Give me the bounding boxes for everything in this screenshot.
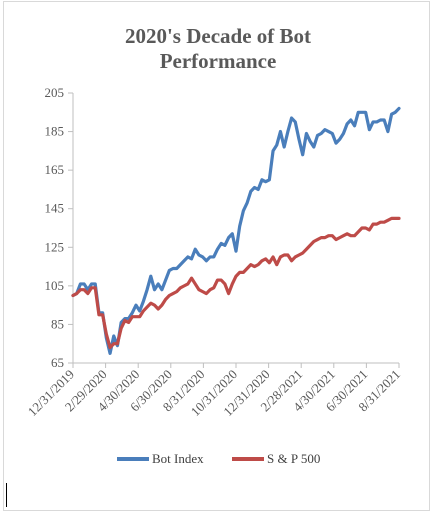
legend: Bot Index S & P 500 bbox=[117, 451, 320, 466]
series-line-sp500 bbox=[71, 216, 401, 350]
y-tick-label: 165 bbox=[45, 162, 65, 177]
y-tick-label: 105 bbox=[45, 278, 65, 293]
axes-group: 658510512514516518520512/31/20192/29/202… bbox=[25, 85, 403, 419]
y-tick-label: 125 bbox=[45, 239, 65, 254]
y-tick-label: 145 bbox=[45, 201, 65, 216]
text-cursor bbox=[6, 483, 7, 507]
y-tick-label: 205 bbox=[45, 85, 65, 100]
chart-title-line-2: Performance bbox=[160, 49, 277, 73]
y-tick-label: 85 bbox=[51, 316, 64, 331]
chart-frame bbox=[3, 1, 430, 511]
chart-title-line-1: 2020's Decade of Bot bbox=[125, 24, 311, 48]
y-tick-label: 65 bbox=[51, 355, 64, 370]
series-lines-group bbox=[71, 106, 401, 355]
series-line-bot-index bbox=[71, 106, 401, 355]
y-tick-label: 185 bbox=[45, 124, 65, 139]
legend-label-bot-index: Bot Index bbox=[152, 451, 204, 466]
legend-label-sp500: S & P 500 bbox=[267, 451, 320, 466]
